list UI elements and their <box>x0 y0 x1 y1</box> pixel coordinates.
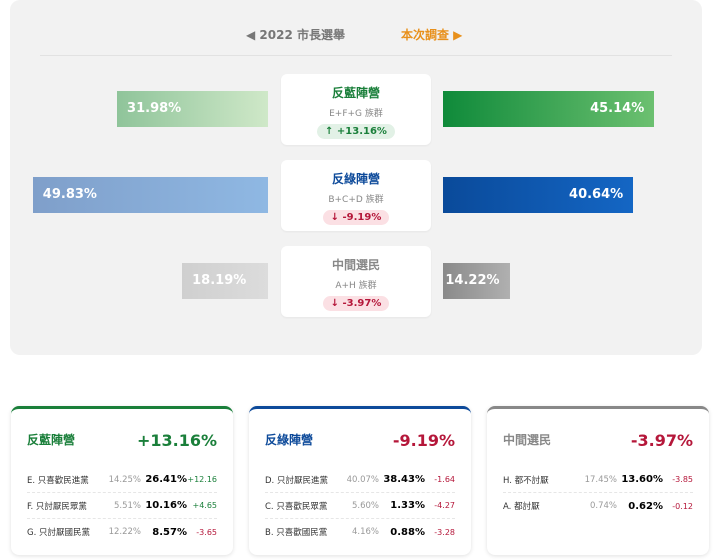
current-value: 45.14% <box>590 101 645 116</box>
prev-bar: 18.19% <box>182 263 268 299</box>
card-total: -3.97% <box>630 431 693 450</box>
current-bar: 45.14% <box>443 91 655 127</box>
group-name: G. 只討厭國民黨 <box>27 528 90 538</box>
delta: +4.65 <box>192 501 217 510</box>
current-percent: 0.62% <box>628 500 663 512</box>
group-name: A. 都討厭 <box>503 502 540 512</box>
delta: +12.16 <box>187 475 217 484</box>
group-members: B+C+D 族群 <box>328 195 384 205</box>
prev-percent: 40.07% <box>346 474 379 485</box>
delta: -3.65 <box>196 527 217 537</box>
delta: -0.12 <box>672 501 693 511</box>
prev-value: 18.19% <box>192 273 247 288</box>
prev-percent: 0.74% <box>589 501 617 511</box>
change-badge: ↑ +13.16% <box>317 124 395 139</box>
card-title: 反綠陣營 <box>265 433 314 447</box>
card-title: 中間選民 <box>503 433 552 447</box>
group-name: F. 只討厭民眾黨 <box>27 501 87 512</box>
prev-value: 49.83% <box>42 187 97 202</box>
prev-percent: 17.45% <box>584 474 617 485</box>
group-name: E. 只喜歡民進黨 <box>27 475 89 486</box>
delta: -3.28 <box>434 527 455 537</box>
current-percent: 0.88% <box>390 526 425 538</box>
group-row: F. 只討厭民眾黨 5.51% 10.16% +4.65 <box>27 493 217 519</box>
comparison-panel: ◀ 2022 市長選舉 本次調查 ▶ 31.98% 反藍陣營 E+F+G 族群 … <box>10 0 702 355</box>
group-row: E. 只喜歡民進黨 14.25% 26.41% +12.16 <box>27 467 217 493</box>
prev-percent: 5.60% <box>351 500 379 511</box>
card-total: -9.19% <box>392 431 455 450</box>
group-members: E+F+G 族群 <box>329 109 383 119</box>
group-title: 反綠陣營 <box>331 172 380 186</box>
summary-card: 中間選民 -3.97% H. 都不討厭 17.45% 13.60% -3.85 … <box>487 406 709 555</box>
summary-card: 反藍陣營 +13.16% E. 只喜歡民進黨 14.25% 26.41% +12… <box>11 406 233 555</box>
group-card: 反綠陣營 B+C+D 族群 ↓ -9.19% <box>281 160 431 231</box>
group-row: C. 只喜歡民眾黨 5.60% 1.33% -4.27 <box>265 493 455 519</box>
delta: -4.27 <box>434 501 455 510</box>
group-card: 反藍陣營 E+F+G 族群 ↑ +13.16% <box>281 74 431 145</box>
current-value: 40.64% <box>569 187 624 202</box>
prev-percent: 12.22% <box>108 527 141 537</box>
current-bar: 14.22% <box>443 263 510 299</box>
current-percent: 13.60% <box>621 474 663 485</box>
group-row: B. 只喜歡國民黨 4.16% 0.88% -3.28 <box>265 519 455 545</box>
current-percent: 38.43% <box>383 474 425 485</box>
prev-percent: 4.16% <box>351 527 379 537</box>
current-percent: 1.33% <box>390 500 425 511</box>
group-title: 反藍陣營 <box>331 86 380 100</box>
card-title: 反藍陣營 <box>27 433 76 447</box>
summary-card: 反綠陣營 -9.19% D. 只討厭民進黨 40.07% 38.43% -1.6… <box>249 406 471 555</box>
group-card: 中間選民 A+H 族群 ↓ -3.97% <box>281 246 431 317</box>
group-name: D. 只討厭民進黨 <box>265 475 328 486</box>
group-row: A. 都討厭 0.74% 0.62% -0.12 <box>503 493 693 519</box>
current-value: 14.22% <box>445 273 500 288</box>
group-title: 中間選民 <box>331 258 380 272</box>
delta: -1.64 <box>434 475 455 484</box>
prev-bar: 31.98% <box>117 91 268 127</box>
group-row: H. 都不討厭 17.45% 13.60% -3.85 <box>503 467 693 493</box>
prev-bar: 49.83% <box>32 177 268 213</box>
change-badge: ↓ -9.19% <box>322 210 390 225</box>
group-name: H. 都不討厭 <box>503 475 549 486</box>
group-name: C. 只喜歡民眾黨 <box>265 501 328 512</box>
group-row: G. 只討厭國民黨 12.22% 8.57% -3.65 <box>27 519 217 545</box>
current-bar: 40.64% <box>443 177 634 213</box>
card-total: +13.16% <box>136 431 217 450</box>
prev-election-label[interactable]: ◀ 2022 市長選舉 <box>246 28 345 42</box>
current-percent: 8.57% <box>152 526 187 538</box>
prev-percent: 5.51% <box>113 500 141 511</box>
group-row: D. 只討厭民進黨 40.07% 38.43% -1.64 <box>265 467 455 493</box>
change-badge: ↓ -3.97% <box>322 296 390 311</box>
prev-value: 31.98% <box>127 101 182 116</box>
divider <box>40 55 672 56</box>
current-percent: 10.16% <box>145 500 187 511</box>
current-survey-label[interactable]: 本次調查 ▶ <box>401 28 463 42</box>
delta: -3.85 <box>672 475 693 484</box>
current-percent: 26.41% <box>145 474 187 485</box>
prev-percent: 14.25% <box>108 474 141 485</box>
group-name: B. 只喜歡國民黨 <box>265 528 328 538</box>
group-members: A+H 族群 <box>335 281 377 291</box>
